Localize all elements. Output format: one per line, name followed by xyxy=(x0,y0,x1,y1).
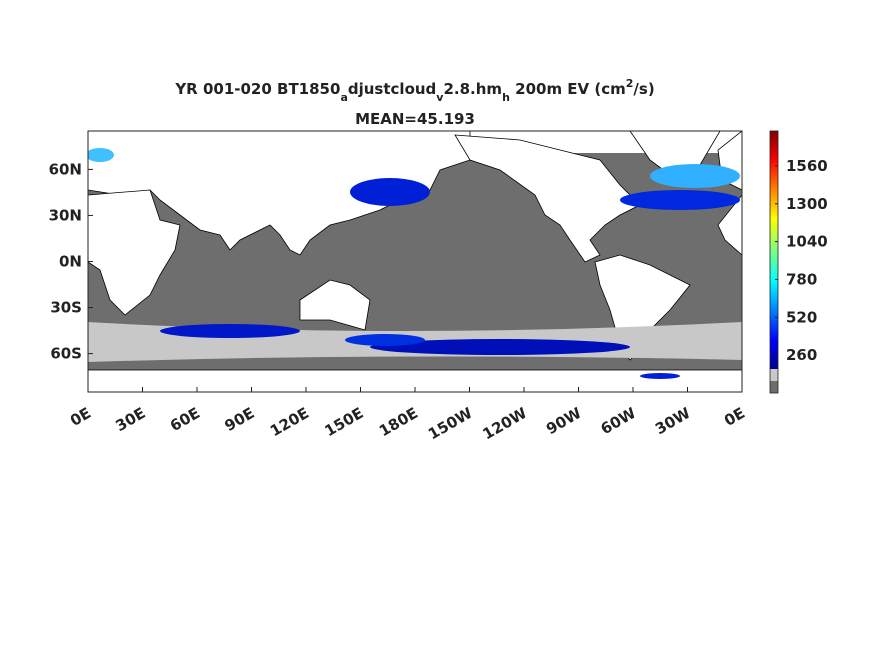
x-tick-label: 90E xyxy=(222,404,258,435)
x-tick-label: 0E xyxy=(67,404,94,430)
y-tick-label: 30S xyxy=(50,299,82,317)
eddy-patch xyxy=(370,339,630,355)
eurasia xyxy=(88,131,471,256)
title-part: 200m EV (cm xyxy=(510,80,626,98)
colorbar-tick-label: 1300 xyxy=(786,195,828,213)
antarctica xyxy=(88,369,742,392)
y-tick-label: 0N xyxy=(59,253,82,271)
title-part: djustcloud xyxy=(348,80,436,98)
colorbar-tick-label: 1040 xyxy=(786,233,828,251)
x-tick-label: 120W xyxy=(480,404,531,444)
colorbar-tick-label: 780 xyxy=(786,270,817,288)
x-tick-label: 30W xyxy=(652,404,694,439)
map-field xyxy=(88,131,742,392)
x-tick-label: 60W xyxy=(598,404,640,439)
title-part: 2.8.hm xyxy=(443,80,502,98)
africa xyxy=(88,189,181,316)
title-part: YR 001-020 BT1850 xyxy=(174,80,340,98)
eddy-patch xyxy=(640,373,680,379)
x-tick-label: 120E xyxy=(267,404,312,440)
colorbar-low xyxy=(770,381,778,393)
x-tick-label: 150E xyxy=(322,404,367,440)
x-tick-label: 90W xyxy=(543,404,585,439)
colorbar-tick-label: 260 xyxy=(786,346,817,364)
eddy-patch xyxy=(88,148,114,162)
y-tick-label: 60N xyxy=(49,160,82,178)
eddy-patch xyxy=(620,190,740,210)
subtitle: MEAN=45.193 xyxy=(355,110,475,128)
x-tick-label: 30E xyxy=(113,404,149,435)
x-tick-label: 150W xyxy=(425,404,476,444)
colorbar xyxy=(770,131,778,369)
colorbar-tick-label: 1560 xyxy=(786,157,828,175)
colorbar-low xyxy=(770,369,778,381)
title-part: v xyxy=(436,91,444,104)
title-part: a xyxy=(340,91,347,104)
australia xyxy=(299,279,371,331)
title-part: h xyxy=(502,91,510,104)
title-part: 2 xyxy=(626,77,634,90)
title: YR 001-020 BT1850adjustcloudv2.8.hmh 200… xyxy=(174,77,654,104)
colorbar-tick-label: 520 xyxy=(786,308,817,326)
x-tick-label: 0E xyxy=(721,404,748,430)
title-part: /s) xyxy=(633,80,654,98)
eddy-patch xyxy=(650,164,740,188)
colorbar-frame xyxy=(769,130,779,394)
north-america xyxy=(454,134,641,263)
x-tick-label: 180E xyxy=(376,404,421,440)
africa-west xyxy=(717,194,742,256)
y-tick-label: 30N xyxy=(49,206,82,224)
eddy-patch xyxy=(350,178,430,206)
eddy-patch xyxy=(160,324,300,338)
eddy-patch xyxy=(345,334,425,346)
x-tick-label: 60E xyxy=(167,404,203,435)
y-tick-label: 60S xyxy=(50,345,82,363)
